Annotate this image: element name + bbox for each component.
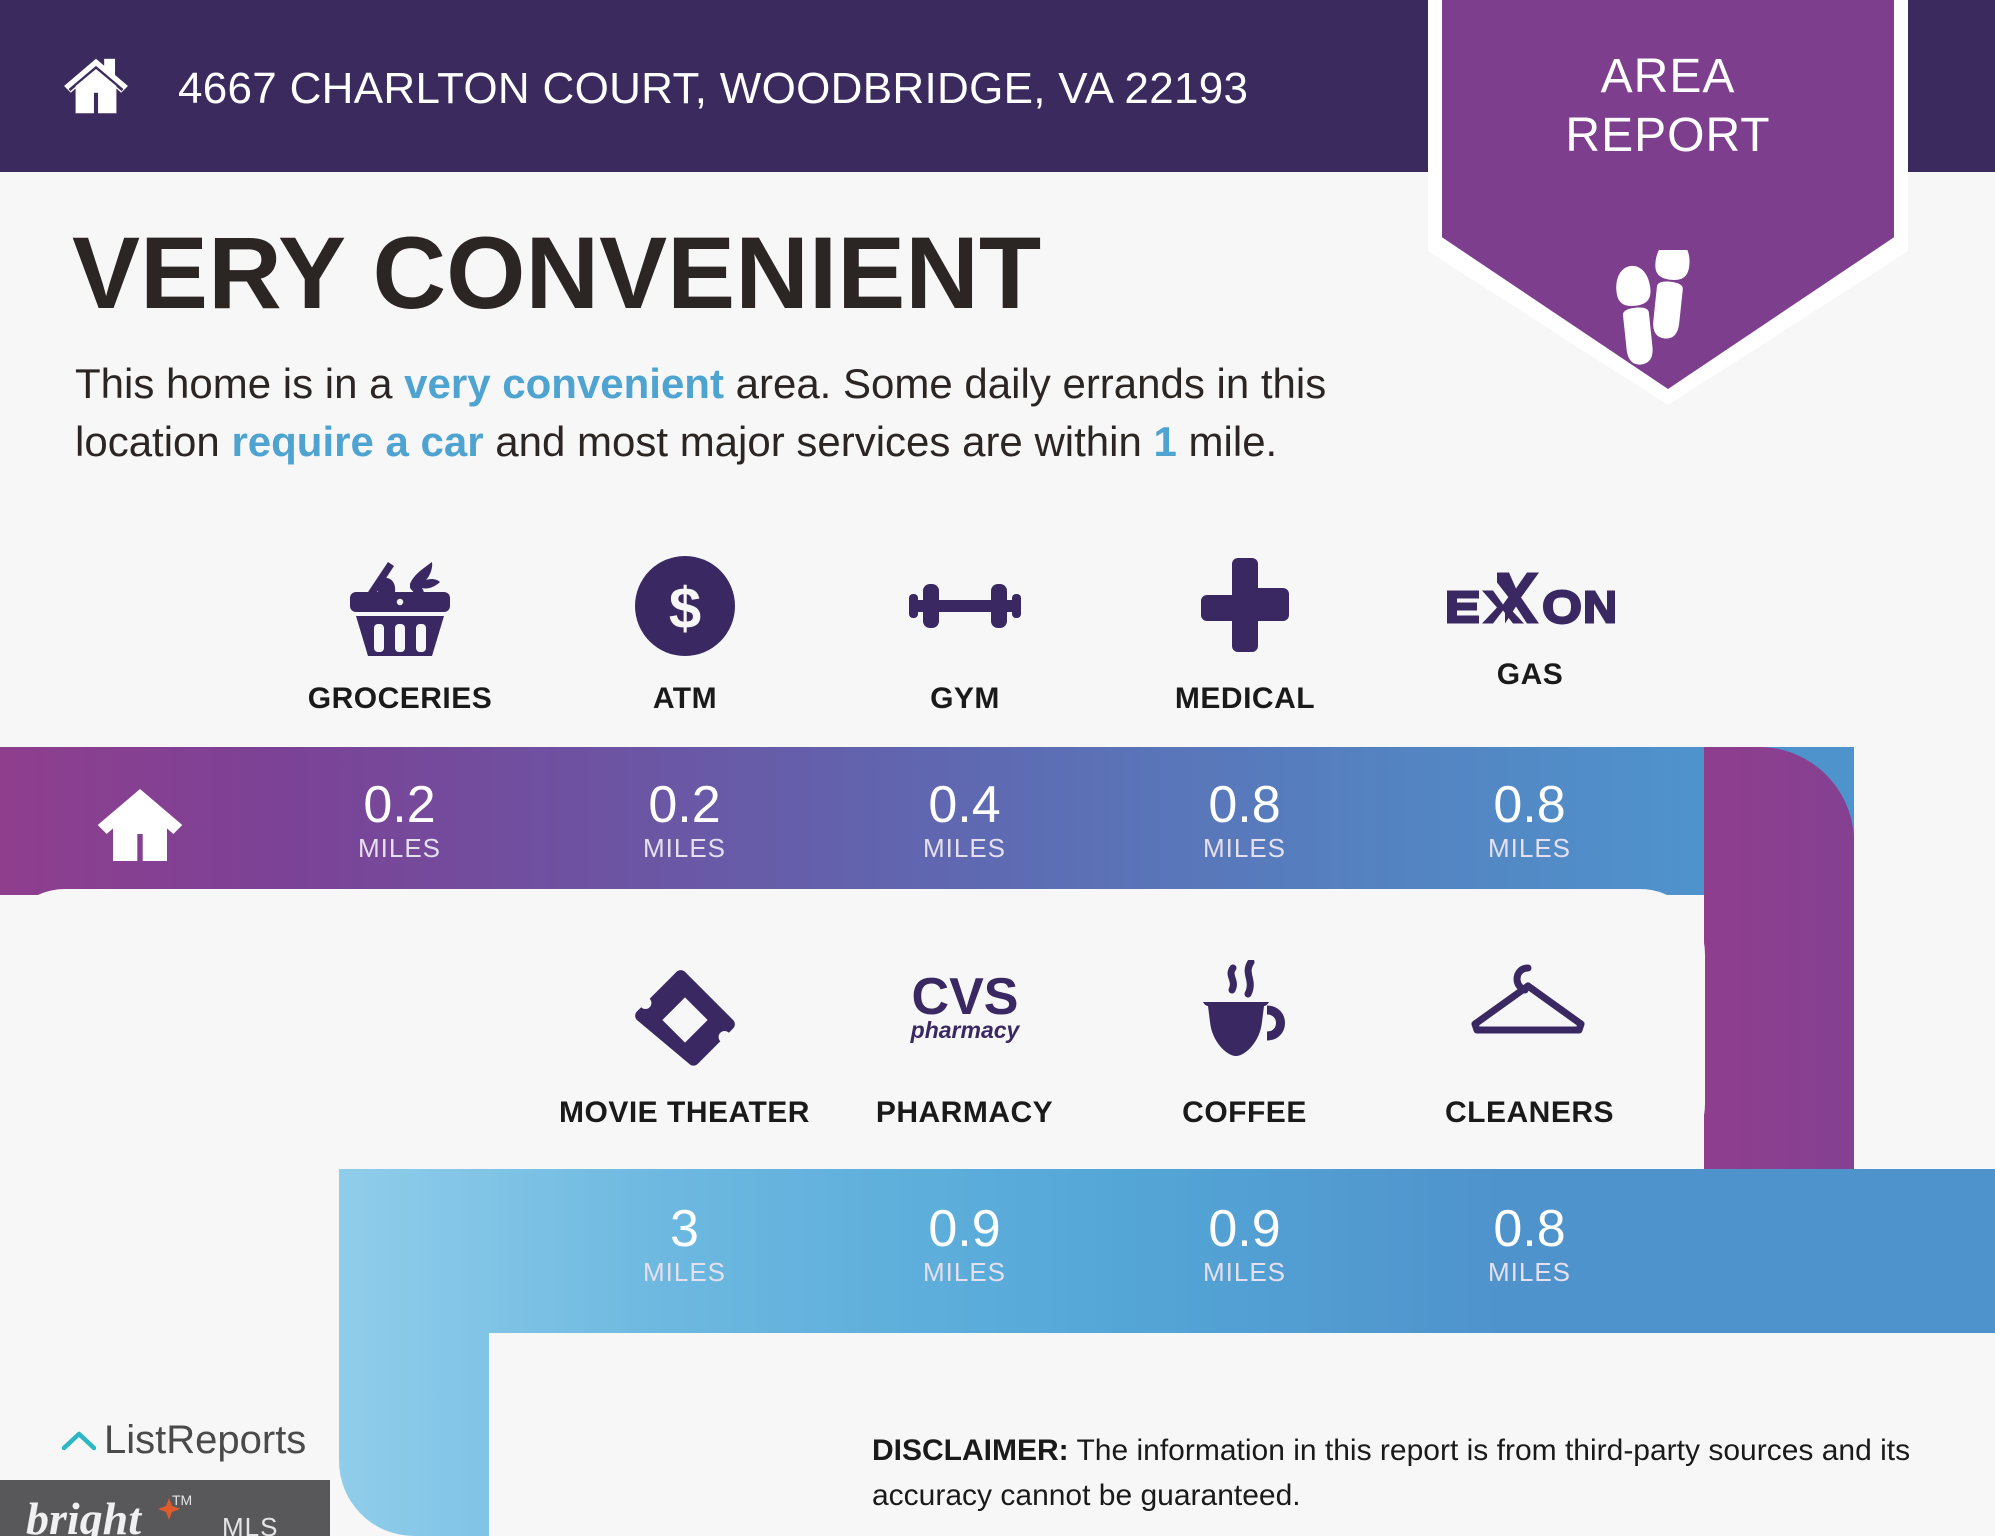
- svg-text:$: $: [669, 576, 701, 641]
- svg-text:pharmacy: pharmacy: [909, 1017, 1020, 1043]
